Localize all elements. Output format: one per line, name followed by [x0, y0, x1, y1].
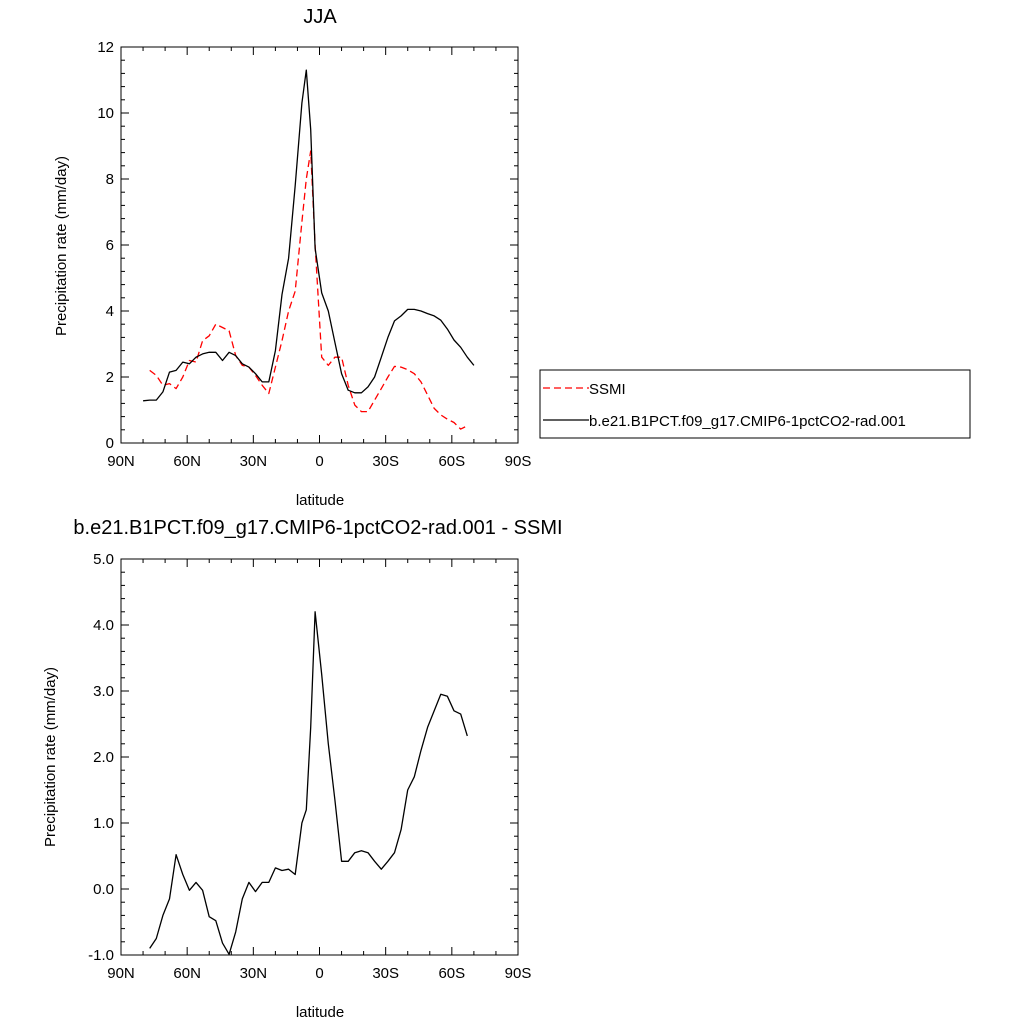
top-panel-title: JJA: [303, 6, 337, 28]
top-x-tick-label: 90S: [505, 453, 532, 470]
bottom-y-tick-label: 2.0: [93, 749, 114, 766]
top-y-tick-label: 12: [97, 39, 114, 56]
top-axis-ticks: 90N 60N 30N 0 30S 60S 90S 0 2 4 6 8 10 12: [97, 39, 531, 470]
bottom-y-tick-label: 0.0: [93, 881, 114, 898]
top-y-tick-label: 6: [106, 237, 114, 254]
bottom-panel-title: b.e21.B1PCT.f09_g17.CMIP6-1pctCO2-rad.00…: [73, 517, 562, 539]
top-plot-frame: [120, 46, 519, 444]
top-panel: JJA Precipitation rate (mm/day) latitude…: [53, 6, 531, 509]
top-y-tick-label: 2: [106, 369, 114, 386]
bottom-x-tick-label: 90N: [107, 965, 135, 982]
bottom-series-line-0: [149, 611, 468, 955]
bottom-x-tick-label: 0: [315, 965, 323, 982]
bottom-y-tick-label: 5.0: [93, 551, 114, 568]
top-x-tick-label: 90N: [107, 453, 135, 470]
top-series-line-1: [143, 69, 475, 402]
top-x-tick-label: 0: [315, 453, 323, 470]
top-y-axis-label: Precipitation rate (mm/day): [53, 156, 70, 336]
top-y-tick-label: 4: [106, 303, 114, 320]
bottom-plot-lines: [149, 611, 468, 955]
bottom-x-axis-label: latitude: [296, 1004, 344, 1021]
bottom-y-tick-label: -1.0: [88, 947, 114, 964]
legend-box: [539, 369, 971, 439]
top-series-line-0: [149, 150, 468, 430]
bottom-x-tick-label: 90S: [505, 965, 532, 982]
top-x-tick-label: 60S: [438, 453, 465, 470]
top-x-tick-label: 30S: [372, 453, 399, 470]
bottom-y-tick-label: 1.0: [93, 815, 114, 832]
bottom-y-tick-label: 3.0: [93, 683, 114, 700]
bottom-plot-frame: [120, 558, 519, 956]
legend-label-model: b.e21.B1PCT.f09_g17.CMIP6-1pctCO2-rad.00…: [589, 413, 906, 430]
top-y-tick-label: 10: [97, 105, 114, 122]
bottom-y-axis-label: Precipitation rate (mm/day): [42, 667, 59, 847]
legend: SSMI b.e21.B1PCT.f09_g17.CMIP6-1pctCO2-r…: [539, 369, 971, 439]
top-plot-lines: [143, 69, 475, 430]
bottom-x-tick-label: 30S: [372, 965, 399, 982]
bottom-x-tick-label: 60N: [173, 965, 201, 982]
bottom-x-tick-label: 60S: [438, 965, 465, 982]
bottom-axis-ticks: 90N 60N 30N 0 30S 60S 90S -1.0 0.0 1.0 2.0 3.0 4.0 5.…: [88, 551, 531, 982]
top-y-tick-label: 0: [106, 435, 114, 452]
bottom-y-tick-label: 4.0: [93, 617, 114, 634]
bottom-panel: b.e21.B1PCT.f09_g17.CMIP6-1pctCO2-rad.00…: [42, 517, 563, 1021]
top-x-tick-label: 60N: [173, 453, 201, 470]
top-y-tick-label: 8: [106, 171, 114, 188]
top-x-tick-label: 30N: [240, 453, 268, 470]
top-x-axis-label: latitude: [296, 492, 344, 509]
bottom-x-tick-label: 30N: [240, 965, 268, 982]
legend-label-ssmi: SSMI: [589, 381, 626, 398]
